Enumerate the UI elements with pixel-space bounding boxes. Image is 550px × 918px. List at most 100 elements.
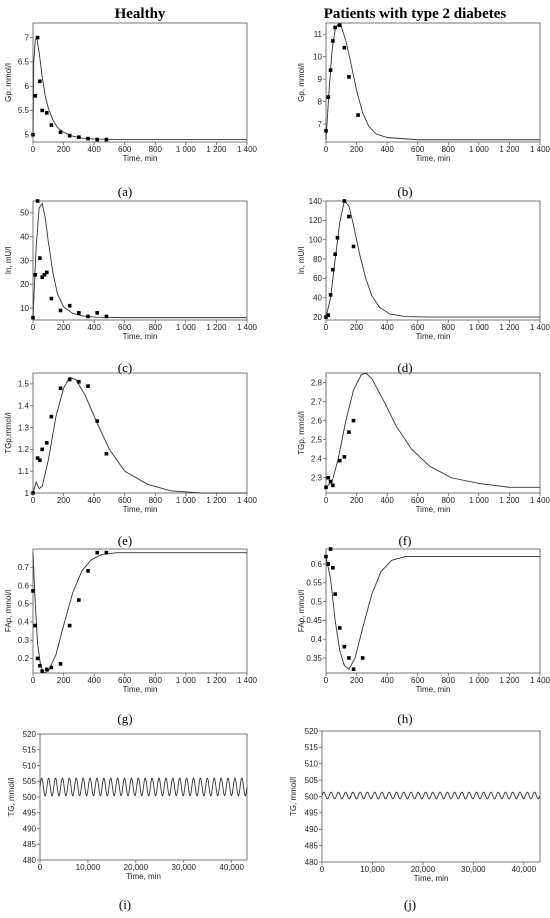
data-point xyxy=(67,377,72,382)
x-tick-label: 10,000 xyxy=(360,865,385,874)
y-tick-label: 1.5 xyxy=(18,380,30,389)
y-tick-label: 515 xyxy=(305,743,319,752)
data-point xyxy=(337,23,342,28)
data-point xyxy=(351,418,356,423)
data-point xyxy=(104,314,109,319)
y-tick-label: 6 xyxy=(25,82,30,91)
data-point xyxy=(347,656,351,660)
x-tick-label: 0 xyxy=(31,676,36,685)
model-curve xyxy=(32,202,247,319)
plot-frame xyxy=(325,200,541,321)
x-tick-label: 600 xyxy=(411,676,425,685)
x-tick-label: 800 xyxy=(149,496,163,505)
chart-5: 0 200 400 600 800 1 000 1 200 1 400 1 1.1 1.2 1.3 1.… xyxy=(4,372,258,548)
x-tick-label: 1 000 xyxy=(469,145,490,154)
data-point xyxy=(104,550,109,555)
data-point xyxy=(77,135,81,139)
y-tick-label: 480 xyxy=(23,856,37,865)
x-tick-label: 800 xyxy=(149,323,163,332)
y-axis-label: Gp, mmol/l xyxy=(4,63,13,102)
x-tick-label: 200 xyxy=(350,676,364,685)
x-tick-label: 1 200 xyxy=(499,323,520,332)
data-point xyxy=(326,95,331,99)
y-tick-label: 0.4 xyxy=(311,635,323,644)
y-tick-label: 520 xyxy=(23,730,37,739)
x-tick-label: 600 xyxy=(118,323,132,332)
data-point xyxy=(86,314,90,319)
data-point xyxy=(31,315,35,320)
x-tick-label: 1 200 xyxy=(206,145,227,154)
chart-3: 0 200 400 600 800 1 000 1 200 1 400 10 20 30 40 50 Ti… xyxy=(4,199,258,375)
x-tick-label: 40,000 xyxy=(512,865,537,874)
data-point xyxy=(328,293,333,297)
y-axis-label: TGp, mmol/l xyxy=(297,411,306,455)
chart-8: 0 200 400 600 800 1 000 1 200 1 400 0.35 0.4 0.45 0… xyxy=(297,547,550,726)
y-tick-label: 2.5 xyxy=(311,435,323,444)
y-tick-label: 510 xyxy=(23,761,37,770)
y-tick-label: 0.5 xyxy=(18,600,30,609)
x-tick-label: 1 400 xyxy=(237,145,258,154)
model-curve xyxy=(325,200,540,318)
y-axis-label: In, mU/l xyxy=(4,247,13,275)
data-point xyxy=(331,267,335,272)
data-point xyxy=(44,667,49,672)
y-axis-label: TGp,mmol/l xyxy=(4,412,13,454)
y-tick-label: 100 xyxy=(309,235,323,244)
data-point xyxy=(49,123,54,127)
model-curve xyxy=(325,23,540,141)
data-point xyxy=(44,270,49,275)
x-tick-label: 600 xyxy=(118,145,132,154)
data-point xyxy=(326,313,331,317)
x-axis-label: Time, min xyxy=(416,332,451,341)
data-point xyxy=(351,244,356,249)
x-tick-label: 800 xyxy=(149,676,163,685)
data-point xyxy=(35,35,40,40)
x-tick-label: 600 xyxy=(411,323,425,332)
data-point xyxy=(35,456,40,460)
y-tick-label: 20 xyxy=(313,313,322,322)
data-point xyxy=(86,384,90,388)
x-tick-label: 800 xyxy=(442,676,456,685)
y-tick-label: 520 xyxy=(305,727,319,736)
y-tick-label: 490 xyxy=(23,824,37,833)
data-point xyxy=(342,199,347,203)
data-point xyxy=(40,669,44,673)
y-tick-label: 0.5 xyxy=(311,597,323,606)
x-tick-label: 200 xyxy=(350,145,364,154)
x-tick-label: 10,000 xyxy=(76,863,101,872)
x-axis-label: Time, min xyxy=(416,505,451,514)
y-tick-label: 80 xyxy=(313,255,322,264)
y-tick-label: 20 xyxy=(20,280,29,289)
data-point xyxy=(58,130,63,135)
data-point xyxy=(333,252,337,257)
plot-frame xyxy=(32,22,248,143)
data-point xyxy=(40,447,44,452)
data-point xyxy=(331,483,335,488)
x-tick-label: 30,000 xyxy=(461,865,486,874)
y-tick-label: 2.8 xyxy=(311,378,323,387)
data-point xyxy=(31,589,35,593)
data-point xyxy=(49,296,54,301)
y-tick-label: 1.3 xyxy=(18,423,30,432)
data-point xyxy=(95,419,99,423)
y-tick-label: 495 xyxy=(23,809,37,818)
y-tick-label: 2.3 xyxy=(311,474,323,483)
x-tick-label: 1 000 xyxy=(176,323,197,332)
y-tick-label: 6.5 xyxy=(18,58,30,67)
x-tick-label: 1 000 xyxy=(176,496,197,505)
y-tick-label: 0.6 xyxy=(18,581,30,590)
data-point xyxy=(333,592,337,596)
data-point xyxy=(86,136,90,141)
data-point xyxy=(331,39,335,43)
data-point xyxy=(347,430,351,434)
data-point xyxy=(328,68,333,72)
data-point xyxy=(38,79,42,84)
y-tick-label: 7 xyxy=(25,33,30,42)
y-tick-label: 0.55 xyxy=(306,579,322,588)
data-point xyxy=(67,623,72,628)
x-tick-label: 0 xyxy=(38,863,43,872)
y-tick-label: 505 xyxy=(305,776,319,785)
data-point xyxy=(356,113,360,117)
plot-frame xyxy=(32,200,248,321)
y-tick-label: 485 xyxy=(305,841,319,850)
